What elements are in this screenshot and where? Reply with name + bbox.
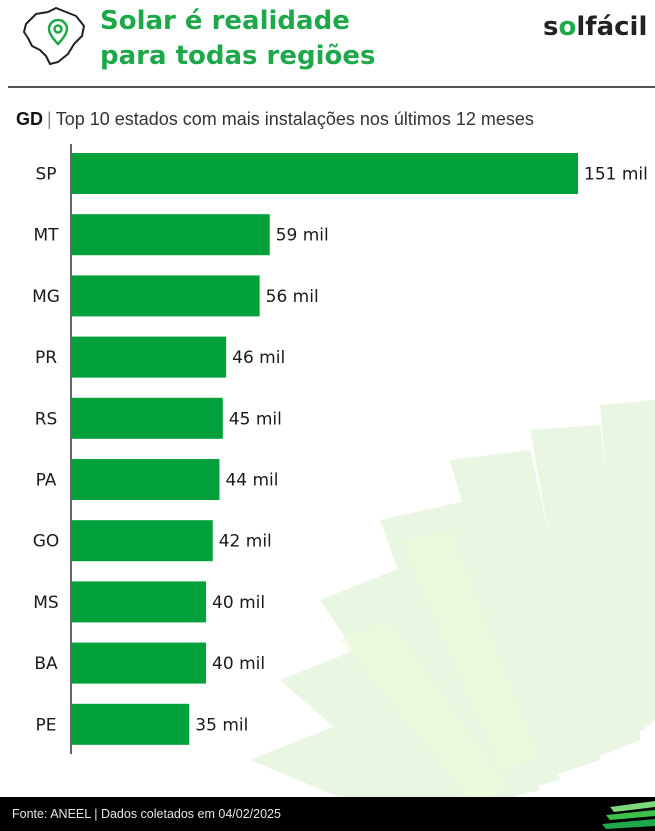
logo-text-s: s	[543, 12, 559, 42]
footer-source: Fonte: ANEEL | Dados coletados em 04/02/…	[12, 807, 281, 821]
category-label-pe: PE	[36, 715, 57, 735]
value-label-mg: 56 mil	[266, 287, 319, 307]
category-label-pr: PR	[35, 348, 57, 368]
category-label-mt: MT	[33, 226, 59, 246]
chart-subtitle: GD | Top 10 estados com mais instalações n…	[16, 109, 534, 130]
logo-text-rest: lfácil	[576, 12, 648, 42]
value-label-rs: 45 mil	[229, 409, 282, 429]
category-label-mg: MG	[32, 287, 60, 307]
value-label-pa: 44 mil	[225, 471, 278, 491]
brazil-map-pin-icon	[23, 7, 85, 65]
bar-chart: SP 151 mil MT 59 mil MG 56 mil PR 46 mil RS 45 mi…	[32, 144, 648, 754]
bar-mg	[72, 275, 260, 317]
bar-pr	[72, 336, 227, 378]
bar-ba	[72, 642, 207, 684]
header-divider	[8, 86, 655, 88]
bar-mt	[72, 214, 270, 256]
logo-sun-o: o	[558, 12, 577, 42]
title-line-2: para todas regiões	[100, 41, 376, 71]
bar-sp	[72, 153, 578, 194]
title-line-1: Solar é realidade	[100, 6, 350, 36]
bar-go	[72, 520, 213, 562]
header: Solar é realidade para todas regiões sol…	[0, 0, 655, 88]
subtitle-tag: GD	[16, 109, 43, 129]
subtitle-separator: |	[47, 109, 52, 129]
bar-rs	[72, 397, 223, 439]
category-label-sp: SP	[35, 165, 56, 185]
sun-rays-mark-icon	[602, 801, 655, 829]
category-label-ba: BA	[34, 654, 58, 674]
bar-pa	[72, 459, 220, 500]
value-label-go: 42 mil	[219, 532, 272, 552]
page-title: Solar é realidade para todas regiões	[100, 4, 500, 74]
footer: Fonte: ANEEL | Dados coletados em 04/02/…	[0, 797, 655, 831]
value-label-pr: 46 mil	[232, 348, 285, 368]
value-label-ba: 40 mil	[212, 654, 265, 674]
category-label-go: GO	[33, 532, 60, 552]
category-label-pa: PA	[36, 471, 57, 491]
category-label-rs: RS	[35, 409, 58, 429]
value-label-ms: 40 mil	[212, 593, 265, 613]
solfacil-logo: solfácil	[543, 12, 647, 42]
subtitle-text: Top 10 estados com mais instalações nos …	[55, 109, 534, 129]
value-label-mt: 59 mil	[276, 226, 329, 246]
value-label-pe: 35 mil	[195, 715, 248, 735]
bar-pe	[72, 703, 190, 745]
bar-ms	[72, 581, 207, 623]
category-label-ms: MS	[33, 593, 58, 613]
value-label-sp: 151 mil	[584, 165, 648, 185]
